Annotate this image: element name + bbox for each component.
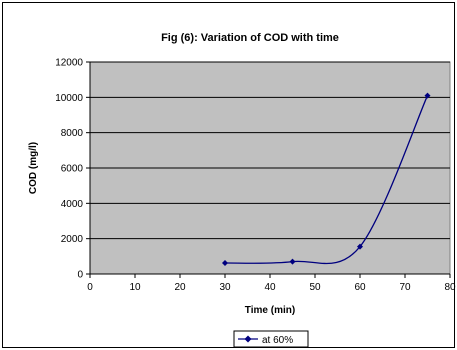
legend-marker — [244, 335, 252, 343]
data-point — [222, 260, 228, 267]
x-tick-label: 10 — [129, 282, 141, 293]
chart-title: Fig (6): Variation of COD with time — [161, 32, 339, 44]
x-tick-label: 80 — [444, 282, 456, 293]
series-line — [224, 95, 429, 265]
x-tick-label: 20 — [174, 282, 186, 293]
y-tick-label: 2000 — [61, 234, 84, 245]
y-tick-label: 12000 — [55, 58, 83, 69]
y-tick-labels: 0 2000 4000 6000 8000 10000 12000 — [55, 58, 83, 281]
x-tick-label: 0 — [87, 282, 93, 293]
axes — [86, 61, 451, 278]
legend: at 60% — [233, 330, 309, 348]
data-point — [289, 258, 296, 265]
x-tick-label: 40 — [264, 282, 276, 293]
series-group — [222, 92, 431, 267]
x-tick-label: 70 — [399, 282, 411, 293]
y-tick-label: 0 — [77, 270, 83, 281]
legend-box — [233, 330, 309, 348]
y-tick-label: 6000 — [61, 164, 84, 175]
x-axis-label: Time (min) — [245, 305, 295, 316]
grid-lines — [90, 61, 450, 240]
y-tick-label: 10000 — [55, 93, 83, 104]
y-axis-label: COD (mg/l) — [28, 142, 39, 194]
legend-label: at 60% — [262, 335, 293, 346]
y-tick-label: 4000 — [61, 199, 84, 210]
data-point — [424, 92, 431, 99]
data-point — [357, 243, 363, 250]
x-tick-label: 30 — [219, 282, 231, 293]
x-tick-labels: 0 10 20 30 40 50 60 70 80 — [87, 282, 456, 293]
x-tick-label: 60 — [354, 282, 366, 293]
y-tick-label: 8000 — [61, 128, 84, 139]
x-tick-label: 50 — [309, 282, 321, 293]
